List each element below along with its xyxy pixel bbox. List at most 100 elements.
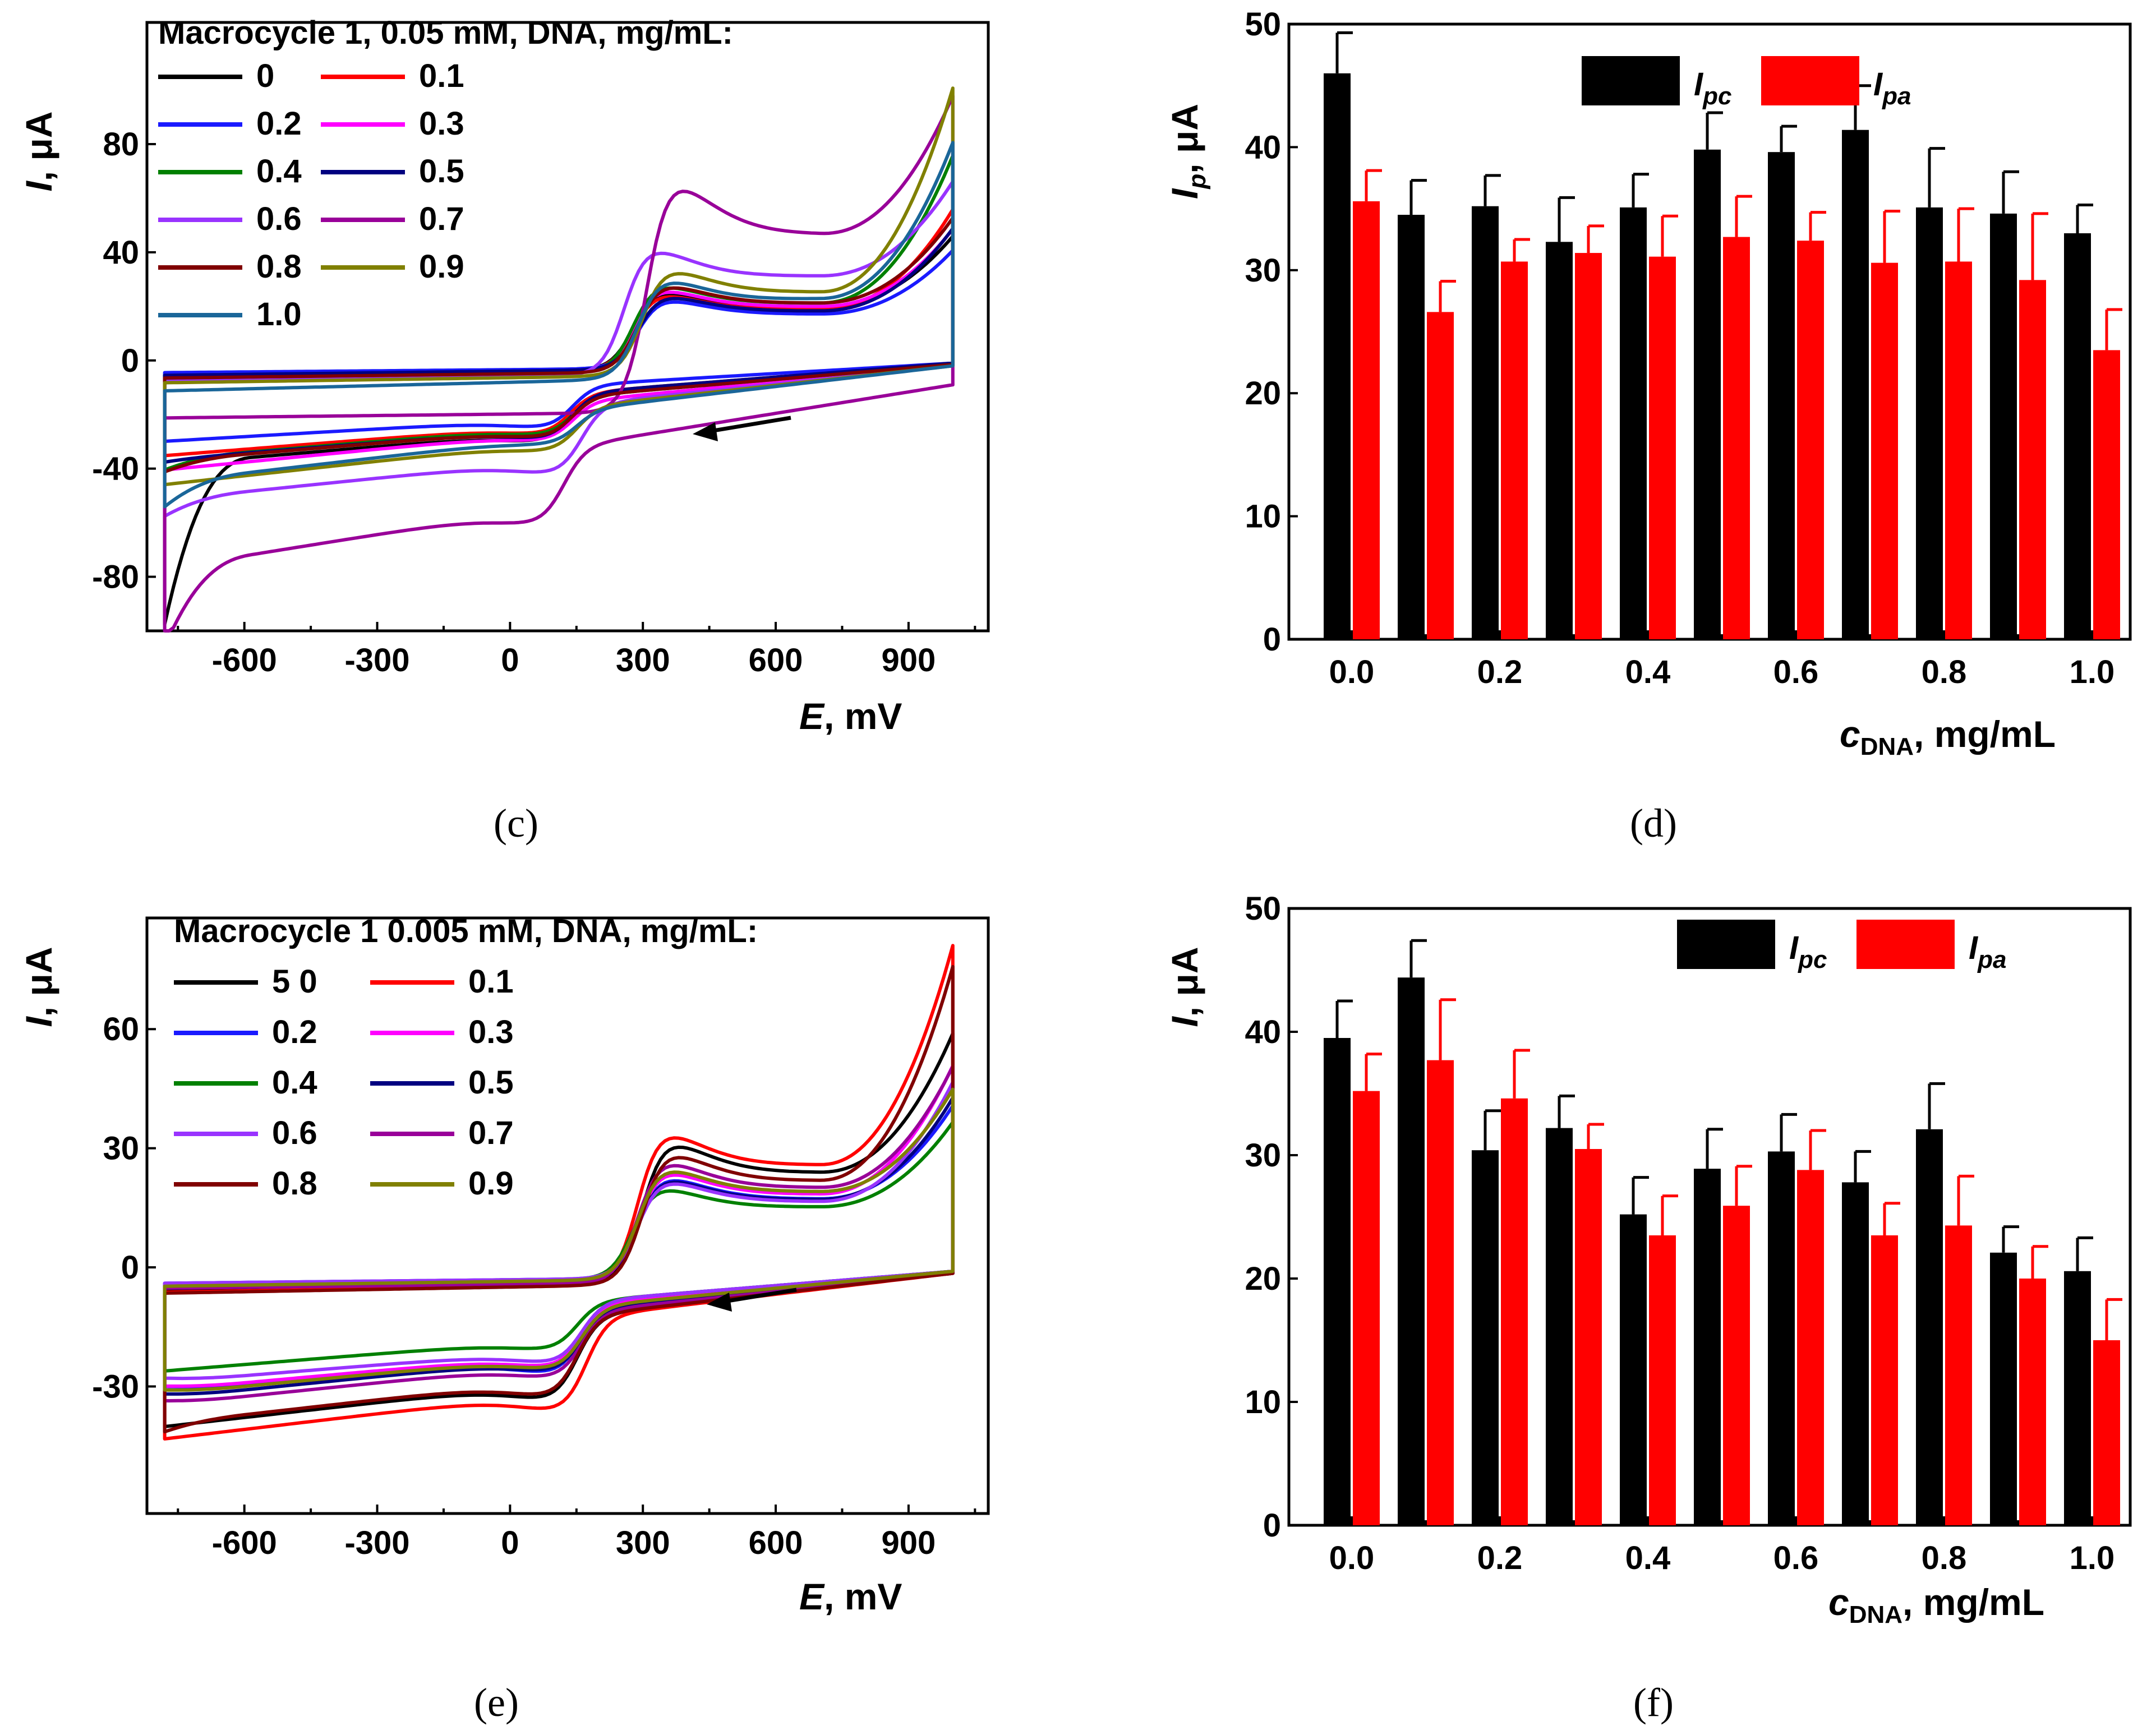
d-bar-pc-1: [1398, 215, 1425, 639]
c-xtick-label-4: 600: [749, 642, 803, 679]
f-legend-swatch-pa: [1856, 920, 1955, 969]
chart-e-legend: Macrocycle 1 0.005 mM, DNA, mg/mL: 5 0 0.…: [174, 913, 758, 1202]
f-ytick-label-4: 40: [1245, 1014, 1281, 1050]
d-xtick-label-1: 0.2: [1477, 654, 1523, 690]
d-xtick-label-0: 0.0: [1329, 654, 1375, 690]
f-bar-pc-10: [2064, 1271, 2091, 1525]
chart-c-legend-title: Macrocycle 1, 0.05 mM, DNA, mg/mL:: [158, 15, 733, 51]
f-bar-pa-6: [1797, 1170, 1824, 1525]
c-legend-label-4: 0.4: [256, 153, 302, 190]
d-bar-pa-2: [1501, 261, 1528, 639]
panel-label-c: (c): [494, 801, 538, 846]
e-xtick-label-0: -600: [212, 1525, 277, 1561]
d-xtick-label-4: 0.8: [1922, 654, 1967, 690]
d-bar-pc-2: [1472, 206, 1499, 639]
f-bar-pa-2: [1501, 1098, 1528, 1525]
panel-label-e: (e): [474, 1680, 519, 1725]
e-xtick-label-3: 300: [616, 1525, 670, 1561]
c-series-1.0: [163, 141, 955, 509]
chart-e-xlabel: E, mV: [799, 1576, 902, 1617]
chart-e-plot-frame: [145, 916, 990, 1515]
d-ytick-label-5: 50: [1245, 6, 1281, 43]
f-ytick-label-0: 0: [1263, 1507, 1281, 1544]
f-bar-pa-0: [1353, 1091, 1380, 1525]
d-xtick-label-5: 1.0: [2070, 654, 2115, 690]
d-bar-pc-8: [1916, 207, 1943, 639]
chart-f-legend: Ipc Ipa: [1677, 920, 2006, 973]
c-legend-label-0: 0: [256, 58, 274, 94]
f-legend-swatch-pc: [1677, 920, 1775, 969]
f-ytick-label-1: 10: [1245, 1384, 1281, 1420]
d-bar-pa-7: [1871, 262, 1898, 639]
e-series-0.8: [163, 965, 955, 1434]
d-legend-swatch-pa: [1761, 56, 1859, 105]
d-bar-pa-9: [2019, 280, 2046, 639]
d-ytick-label-1: 10: [1245, 499, 1281, 535]
c-ytick-label-4: 80: [103, 126, 139, 163]
chart-d-bars: [1324, 31, 2122, 640]
f-bar-pc-5: [1694, 1169, 1721, 1525]
c-legend-label-9: 0.9: [419, 248, 464, 285]
chart-c-scan-direction-arrow: [693, 416, 791, 441]
f-xtick-label-0: 0.0: [1329, 1540, 1375, 1576]
e-ytick-label-1: 0: [121, 1249, 139, 1286]
c-legend-label-8: 0.8: [256, 248, 302, 285]
chart-e-scan-direction-arrow: [707, 1288, 797, 1312]
chart-c-legend: Macrocycle 1, 0.05 mM, DNA, mg/mL: 0 0.1 0…: [158, 15, 733, 333]
f-bar-pc-7: [1842, 1182, 1869, 1525]
f-bar-pa-3: [1575, 1149, 1602, 1525]
e-legend-label-1: 0.1: [468, 963, 514, 1000]
f-bar-pc-9: [1990, 1252, 2017, 1525]
d-bar-pc-10: [2064, 233, 2091, 640]
d-bar-pc-9: [1990, 213, 2017, 640]
d-bar-pa-0: [1353, 201, 1380, 639]
f-bar-pc-0: [1324, 1038, 1351, 1525]
f-legend-label-pa: Ipa: [1969, 930, 2006, 973]
f-bar-pc-4: [1620, 1214, 1647, 1525]
f-ytick-label-3: 30: [1245, 1137, 1281, 1174]
c-legend-label-1: 0.1: [419, 58, 464, 94]
e-ytick-label-3: 60: [103, 1011, 139, 1048]
d-ytick-label-3: 30: [1245, 252, 1281, 289]
c-ytick-label-0: -80: [92, 559, 139, 596]
f-xtick-label-3: 0.6: [1773, 1540, 1819, 1576]
e-legend-label-4: 0.4: [272, 1064, 317, 1101]
c-legend-label-7: 0.7: [419, 201, 464, 237]
chart-f-bars: [1324, 939, 2122, 1525]
d-legend-label-pc: Ipc: [1694, 66, 1731, 110]
f-legend-label-pc: Ipc: [1789, 930, 1827, 973]
d-bar-pa-6: [1797, 241, 1824, 639]
e-legend-label-7: 0.7: [468, 1115, 514, 1151]
e-legend-label-6: 0.6: [272, 1115, 317, 1151]
chart-c-ylabel: I, μA: [18, 111, 59, 191]
d-legend-label-pa: Ipa: [1873, 66, 1911, 110]
c-legend-label-6: 0.6: [256, 201, 302, 237]
f-xtick-label-1: 0.2: [1477, 1540, 1523, 1576]
f-bar-pc-3: [1546, 1128, 1573, 1525]
c-xtick-label-1: -300: [344, 642, 409, 679]
f-ytick-label-5: 50: [1245, 890, 1281, 927]
e-series-0.9: [163, 1087, 955, 1392]
e-legend-label-9: 0.9: [468, 1165, 514, 1202]
d-ytick-label-0: 0: [1263, 621, 1281, 658]
d-bar-pc-7: [1842, 130, 1869, 639]
e-legend-label-5: 0.5: [468, 1064, 514, 1101]
f-bar-pc-2: [1472, 1150, 1499, 1525]
chart-c-plot-frame: [145, 21, 990, 633]
c-xtick-label-0: -600: [212, 642, 277, 679]
f-bar-pc-1: [1398, 977, 1425, 1525]
f-bar-pa-1: [1427, 1060, 1454, 1525]
f-bar-pc-8: [1916, 1129, 1943, 1525]
chart-e-ylabel: I, μA: [18, 947, 59, 1027]
d-bar-pa-8: [1945, 261, 1972, 639]
f-bar-pc-6: [1768, 1151, 1795, 1525]
d-bar-pa-3: [1575, 253, 1602, 640]
chart-f-ylabel: I, μA: [1164, 947, 1205, 1027]
chart-e-curves: [163, 944, 955, 1441]
chart-e-legend-title: Macrocycle 1 0.005 mM, DNA, mg/mL:: [174, 913, 758, 949]
d-bar-pa-4: [1649, 256, 1676, 639]
e-xtick-label-5: 900: [882, 1525, 936, 1561]
chart-d-bar-0.05mM: 0 10 20 30 40 50 0.0 0.2 0.4 0.6 0.8 1.0 Ipc Ipa cDN…: [1164, 6, 2132, 846]
c-ytick-label-1: -40: [92, 451, 139, 487]
